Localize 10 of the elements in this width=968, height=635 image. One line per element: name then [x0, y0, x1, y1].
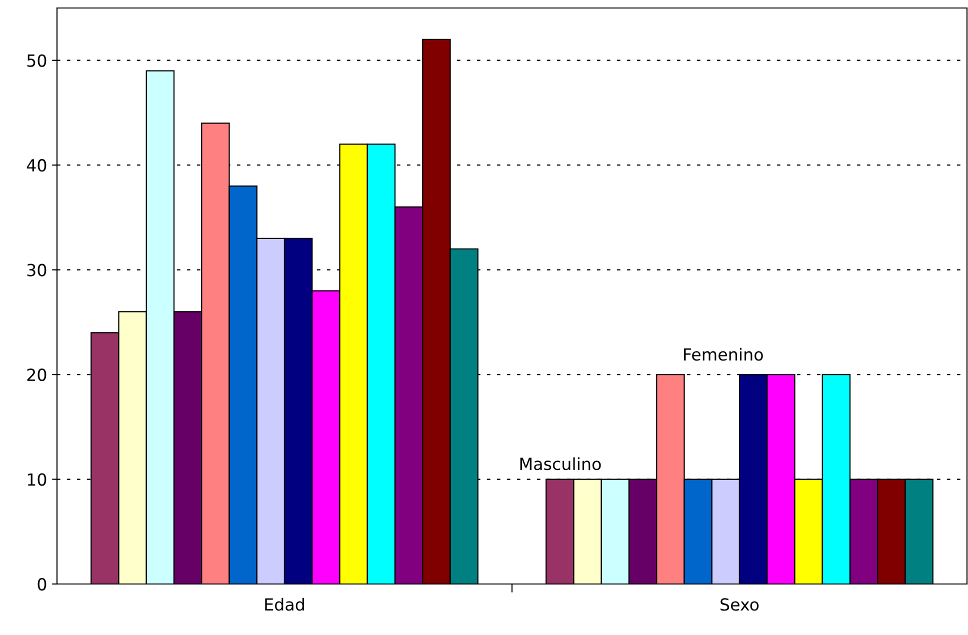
- y-tick-label: 0: [38, 578, 46, 591]
- y-tick-label: 20: [27, 368, 46, 382]
- x-tick-label: Edad: [265, 598, 304, 611]
- x-tick-label: Sexo: [720, 598, 759, 611]
- y-tick-label: 40: [26, 159, 46, 172]
- y-tick-label: 10: [28, 473, 46, 486]
- y-tick-label: 50: [27, 54, 46, 67]
- annotation: Femenino: [684, 348, 763, 361]
- y-tick-label: 30: [27, 264, 46, 276]
- annotation: Masculino: [520, 457, 601, 470]
